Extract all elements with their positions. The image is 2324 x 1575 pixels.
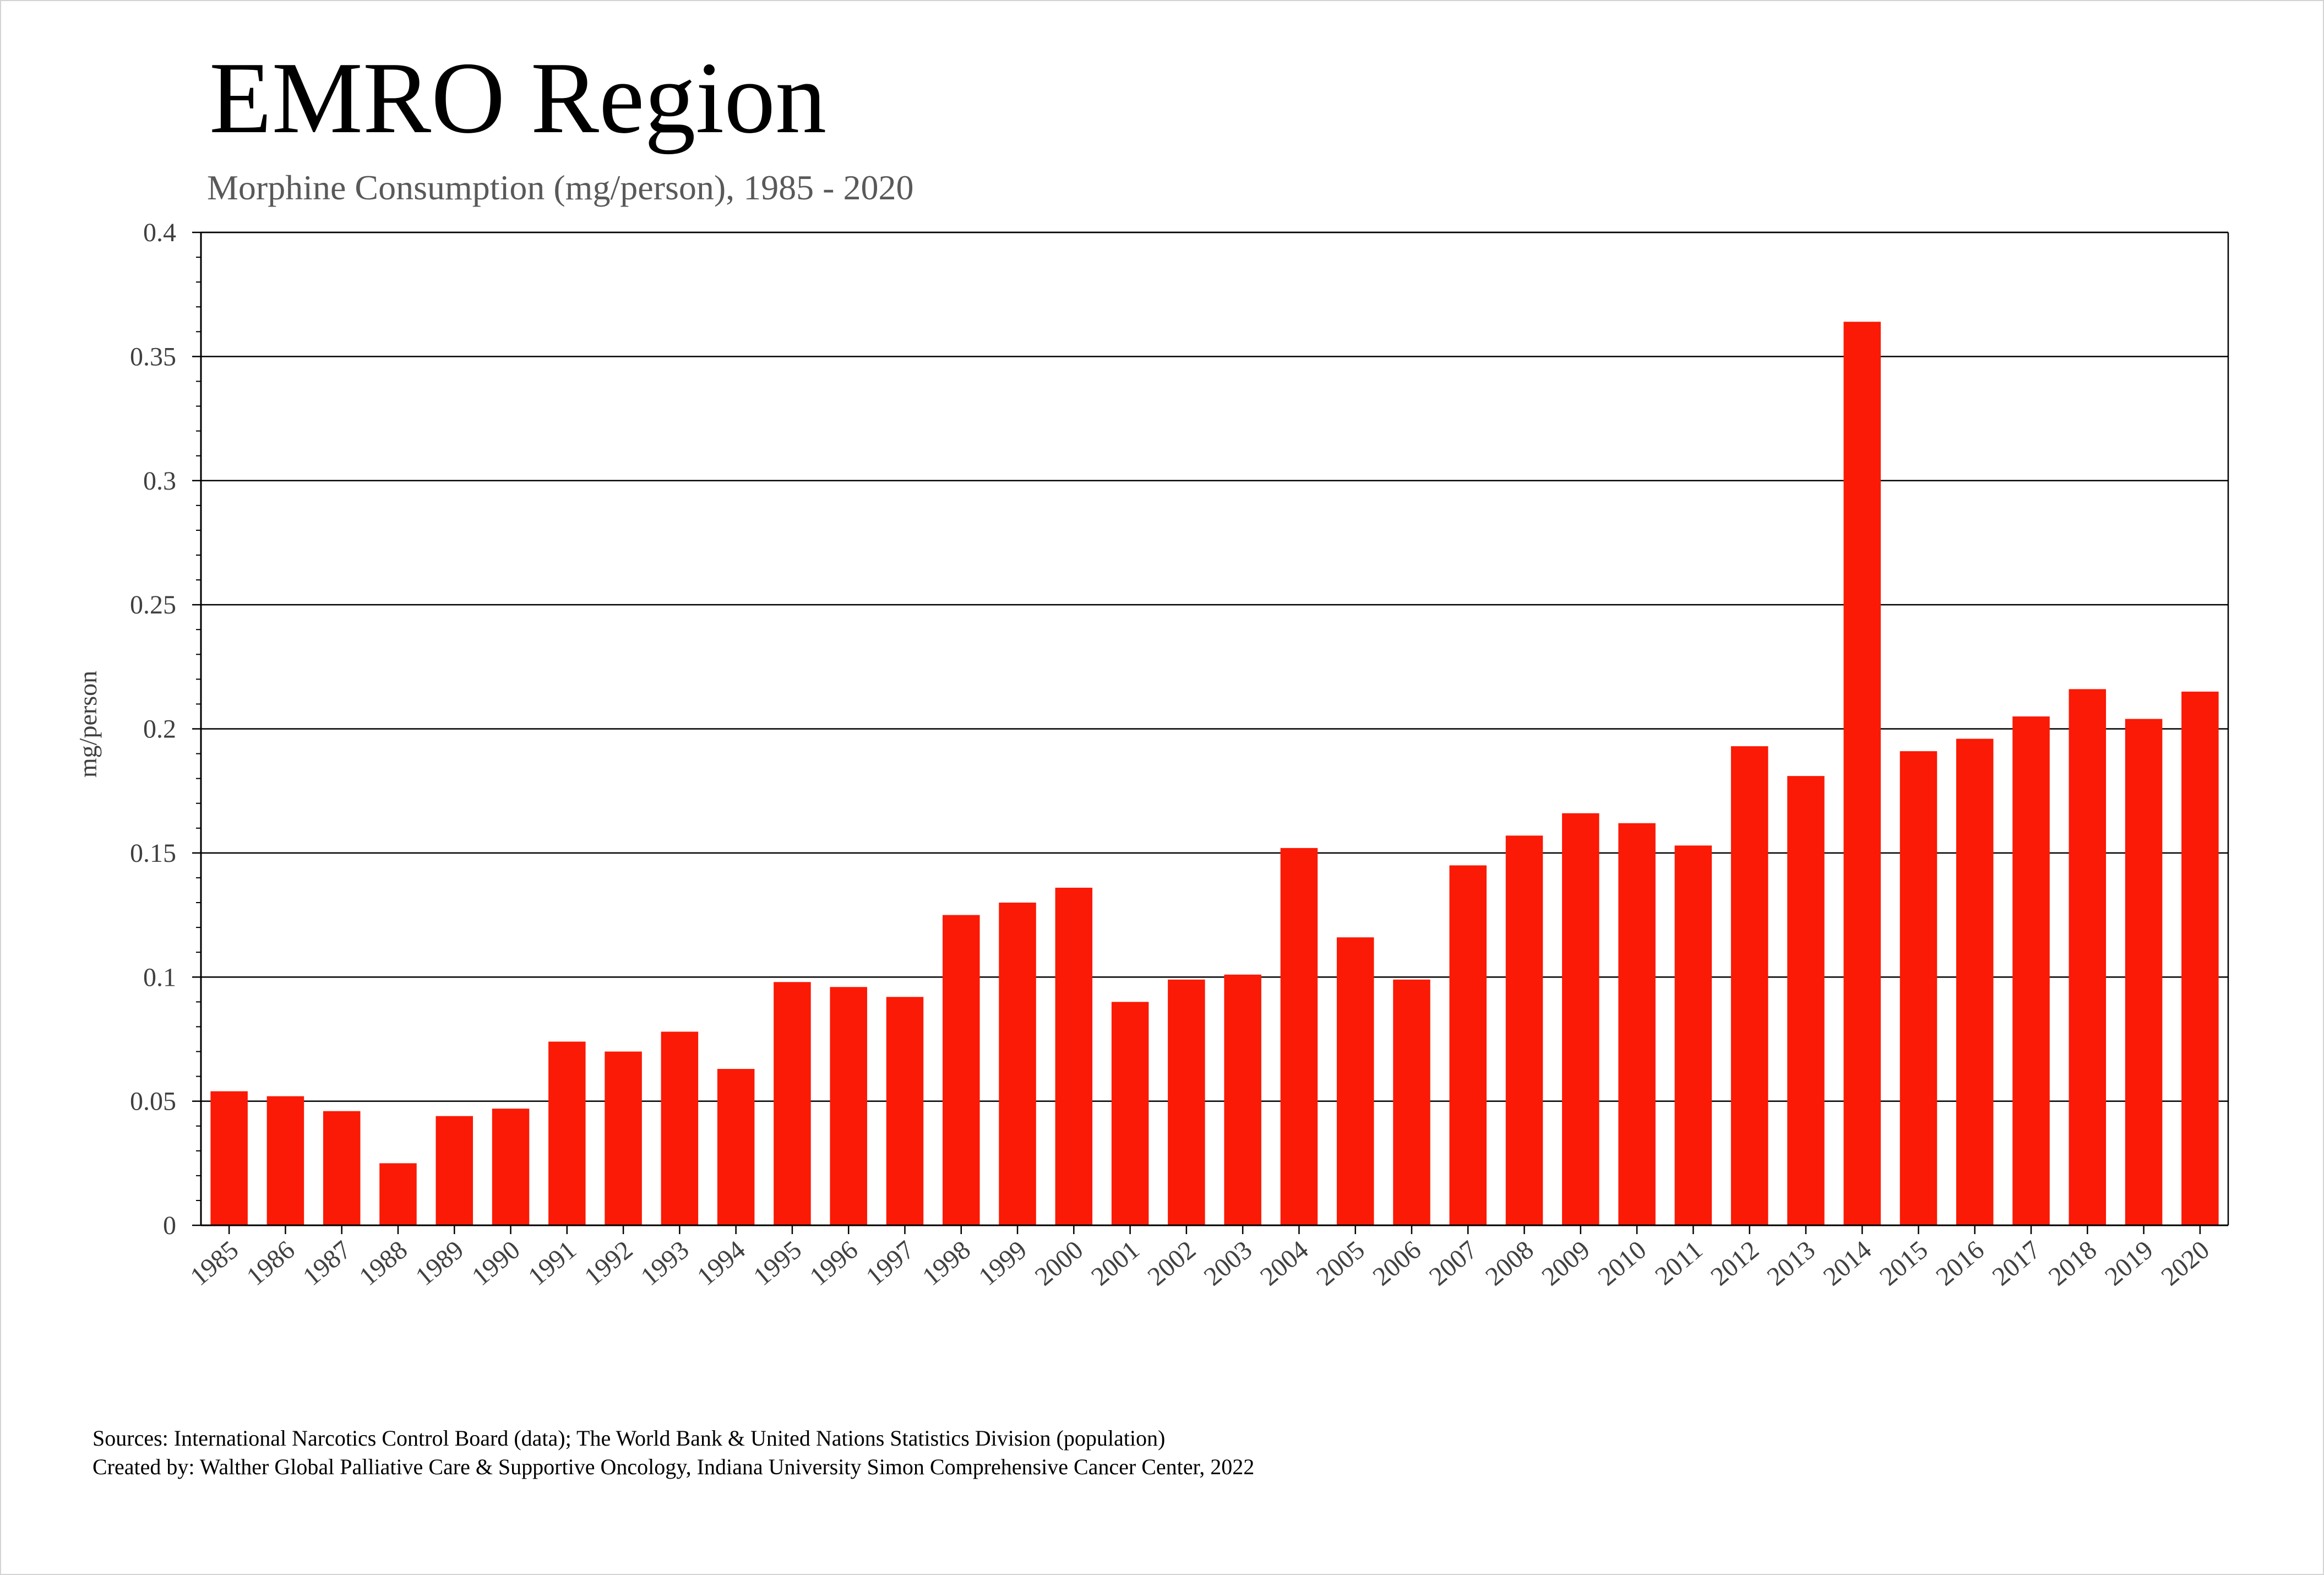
- x-tick-label: 2006: [1367, 1235, 1427, 1291]
- x-tick-label: 1989: [410, 1235, 470, 1291]
- bar-1990: [492, 1109, 530, 1225]
- y-tick-label: 0.35: [130, 342, 176, 371]
- x-tick-label: 2009: [1536, 1235, 1596, 1291]
- bar-2008: [1505, 835, 1543, 1225]
- y-axis-label: mg/person: [74, 671, 102, 778]
- chart-subtitle: Morphine Consumption (mg/person), 1985 -…: [207, 168, 913, 207]
- y-tick-label: 0.1: [143, 963, 176, 992]
- bar-2020: [2181, 691, 2219, 1225]
- x-tick-label: 2008: [1480, 1235, 1539, 1291]
- x-tick-label: 1997: [861, 1235, 920, 1291]
- bar-2007: [1449, 865, 1487, 1225]
- footer-credits: Created by: Walther Global Palliative Ca…: [92, 1454, 1254, 1479]
- grid-lines: [201, 231, 2228, 1102]
- y-tick-labels: 0 0.05 0.1 0.15 0.2 0.25 0.3 0.35 0.4: [130, 218, 176, 1240]
- bar-2015: [1900, 751, 1937, 1225]
- bar-2010: [1618, 823, 1656, 1225]
- x-tick-label: 2001: [1086, 1235, 1145, 1291]
- x-tick-label: 2000: [1030, 1235, 1089, 1291]
- x-tick-label: 2017: [1986, 1235, 2046, 1291]
- y-tick-label: 0.15: [130, 839, 176, 868]
- bar-2006: [1393, 979, 1430, 1225]
- bar-1995: [774, 982, 811, 1225]
- x-tick-label: 1990: [466, 1235, 526, 1291]
- bar-2003: [1224, 974, 1261, 1225]
- bar-2000: [1055, 887, 1093, 1225]
- bar-1985: [210, 1091, 248, 1225]
- x-tick-label: 2004: [1255, 1235, 1314, 1291]
- y-tick-label: 0.4: [143, 218, 176, 247]
- x-tick-label: 2016: [1930, 1235, 1990, 1291]
- x-tick-label: 2005: [1311, 1235, 1370, 1291]
- x-tick-label: 1996: [804, 1235, 864, 1291]
- y-tick-label: 0.25: [130, 590, 176, 620]
- bar-2001: [1111, 1002, 1149, 1225]
- bar-1993: [661, 1031, 699, 1225]
- bars: [210, 322, 2219, 1225]
- y-tick-label: 0.05: [130, 1087, 176, 1116]
- bar-2018: [2069, 689, 2107, 1225]
- x-tick-label: 2019: [2099, 1235, 2159, 1291]
- x-tick-label: 2007: [1424, 1235, 1483, 1291]
- x-tick-label: 1985: [185, 1235, 244, 1291]
- bar-1989: [436, 1116, 473, 1225]
- bar-1999: [999, 903, 1036, 1225]
- bar-1986: [266, 1096, 304, 1225]
- bar-1991: [548, 1041, 586, 1225]
- bar-1992: [605, 1051, 642, 1225]
- bar-1998: [942, 915, 980, 1225]
- x-tick-label: 1993: [635, 1235, 695, 1291]
- bar-1987: [323, 1111, 361, 1225]
- bar-1994: [717, 1069, 755, 1225]
- bar-2005: [1336, 937, 1374, 1225]
- x-tick-label: 2003: [1199, 1235, 1258, 1291]
- x-tick-label: 2013: [1761, 1235, 1821, 1291]
- x-tick-label: 2012: [1705, 1235, 1765, 1291]
- x-tick-label: 2014: [1818, 1235, 1877, 1291]
- bar-1997: [886, 997, 924, 1225]
- x-tick-labels: 1985198619871988198919901991199219931994…: [185, 1235, 2215, 1291]
- bar-2016: [1956, 738, 1994, 1225]
- y-tick-label: 0.3: [143, 466, 176, 496]
- x-tick-label: 1992: [579, 1235, 639, 1291]
- bar-2013: [1787, 776, 1825, 1225]
- x-tick-label: 1995: [748, 1235, 807, 1291]
- bar-1988: [379, 1163, 417, 1225]
- bar-2009: [1562, 813, 1599, 1225]
- bar-1996: [830, 987, 867, 1225]
- y-tick-label: 0: [163, 1211, 176, 1240]
- x-tick-label: 1998: [917, 1235, 976, 1291]
- bar-2017: [2012, 716, 2050, 1225]
- x-tick-label: 2015: [1874, 1235, 1934, 1291]
- x-tick-label: 2010: [1593, 1235, 1652, 1291]
- x-tick-label: 1991: [523, 1235, 582, 1291]
- x-tick-label: 2020: [2156, 1235, 2215, 1291]
- chart-title: EMRO Region: [209, 41, 826, 155]
- x-tick-label: 1994: [692, 1235, 751, 1291]
- x-tick-label: 1987: [297, 1235, 357, 1291]
- x-tick-label: 1999: [973, 1235, 1032, 1291]
- bar-2019: [2125, 719, 2163, 1225]
- x-tick-label: 1988: [353, 1235, 413, 1291]
- bar-2012: [1730, 746, 1768, 1225]
- bar-2002: [1168, 979, 1205, 1225]
- y-tick-label: 0.2: [143, 715, 176, 744]
- bar-2004: [1280, 848, 1318, 1225]
- bar-2011: [1674, 845, 1712, 1225]
- footer-sources: Sources: International Narcotics Control…: [92, 1426, 1165, 1451]
- axes: [192, 231, 2229, 1234]
- x-tick-label: 1986: [241, 1235, 301, 1291]
- x-tick-label: 2018: [2043, 1235, 2103, 1291]
- bar-2014: [1843, 322, 1881, 1225]
- x-tick-label: 2011: [1650, 1235, 1708, 1291]
- x-tick-label: 2002: [1142, 1235, 1201, 1291]
